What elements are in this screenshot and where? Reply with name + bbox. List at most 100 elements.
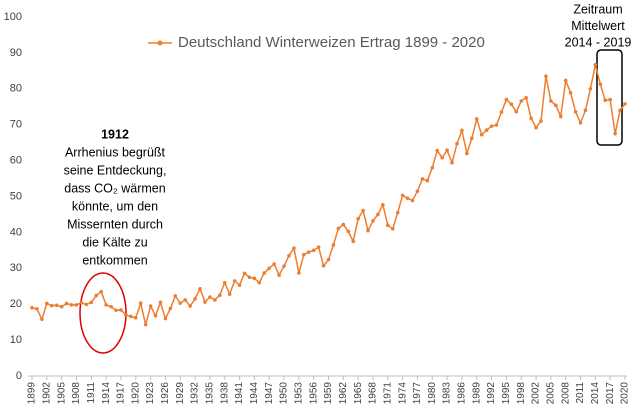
- point: [59, 304, 64, 309]
- annotation-line: Zeitraum: [573, 2, 622, 16]
- point: [430, 165, 435, 170]
- point: [361, 208, 365, 213]
- point: [183, 298, 187, 302]
- x-tick-label: 1899: [27, 382, 38, 405]
- point: [395, 210, 400, 215]
- x-tick-label: 1941: [234, 382, 245, 405]
- x-tick-label: 1944: [249, 382, 260, 405]
- point: [163, 316, 168, 321]
- point: [35, 307, 39, 311]
- y-tick-label: 60: [10, 155, 22, 167]
- point: [386, 223, 390, 228]
- x-tick-label: 1911: [86, 382, 97, 404]
- point: [292, 246, 296, 250]
- point: [64, 301, 69, 306]
- point: [252, 276, 257, 281]
- x-tick-label: 1908: [71, 382, 82, 405]
- point: [173, 294, 178, 298]
- point: [119, 308, 123, 312]
- point: [213, 298, 217, 302]
- point: [74, 303, 79, 307]
- x-tick-label: 1938: [219, 382, 230, 405]
- point: [514, 109, 519, 114]
- point: [499, 110, 504, 114]
- point: [153, 313, 158, 318]
- point: [168, 306, 173, 311]
- point: [49, 303, 54, 308]
- x-tick-label: 2011: [575, 382, 586, 404]
- x-tick-label: 1926: [160, 382, 171, 405]
- y-tick-label: 0: [16, 370, 22, 382]
- x-tick-label: 1998: [516, 382, 527, 405]
- point: [484, 128, 489, 132]
- point: [54, 303, 59, 308]
- point: [138, 301, 143, 305]
- annotation-line: könnte, um den: [72, 199, 158, 213]
- point: [598, 82, 603, 86]
- point: [321, 263, 326, 268]
- point: [89, 300, 94, 305]
- point: [124, 313, 128, 317]
- point: [227, 292, 232, 296]
- point: [237, 283, 242, 287]
- annotation-line: entkommen: [82, 253, 147, 267]
- point: [554, 103, 558, 108]
- point: [30, 305, 34, 310]
- point: [158, 300, 163, 305]
- point: [346, 229, 351, 234]
- point: [371, 219, 375, 223]
- point: [129, 314, 133, 319]
- x-tick-label: 1920: [130, 382, 141, 405]
- point: [331, 243, 336, 247]
- point: [440, 155, 444, 160]
- x-tick-label: 1983: [442, 382, 453, 405]
- x-tick-label: 1953: [293, 382, 304, 405]
- point: [470, 136, 474, 141]
- point: [222, 280, 227, 285]
- point: [297, 271, 301, 275]
- point: [410, 198, 415, 203]
- point: [336, 226, 341, 231]
- x-tick-label: 2002: [531, 382, 542, 405]
- x-tick-label: 1974: [397, 382, 408, 405]
- point: [257, 280, 262, 285]
- point: [474, 117, 479, 121]
- point: [69, 303, 74, 307]
- x-tick-label: 2014: [590, 382, 601, 405]
- point: [217, 293, 222, 298]
- annotation-line: dass CO₂ wärmen: [64, 181, 165, 195]
- point: [613, 131, 617, 136]
- x-tick-label: 2020: [620, 382, 631, 405]
- point: [400, 193, 405, 198]
- point: [405, 196, 410, 201]
- point: [84, 302, 89, 307]
- x-tick-label: 2005: [546, 382, 557, 405]
- point: [479, 132, 484, 137]
- point: [578, 121, 583, 125]
- point: [40, 317, 44, 322]
- point: [242, 271, 247, 276]
- point: [208, 295, 212, 299]
- point: [563, 78, 568, 83]
- x-tick-label: 1923: [145, 382, 156, 405]
- point: [549, 99, 553, 103]
- point: [390, 227, 395, 231]
- point: [568, 90, 573, 95]
- point: [356, 216, 360, 221]
- point: [425, 178, 430, 183]
- point: [232, 279, 237, 283]
- x-tick-label: 1962: [338, 382, 349, 405]
- point: [509, 102, 514, 107]
- x-tick-label: 2017: [605, 382, 616, 405]
- point: [99, 289, 103, 294]
- x-tick-label: 1968: [368, 382, 379, 405]
- point: [267, 266, 272, 271]
- annotation-line: Arrhenius begrüßt: [65, 145, 166, 159]
- point: [603, 98, 608, 103]
- x-tick-label: 1905: [56, 382, 67, 405]
- point: [623, 102, 627, 106]
- x-tick-label: 1950: [279, 382, 290, 405]
- x-tick-label: 1977: [412, 382, 423, 405]
- point: [316, 245, 321, 249]
- point: [544, 74, 548, 79]
